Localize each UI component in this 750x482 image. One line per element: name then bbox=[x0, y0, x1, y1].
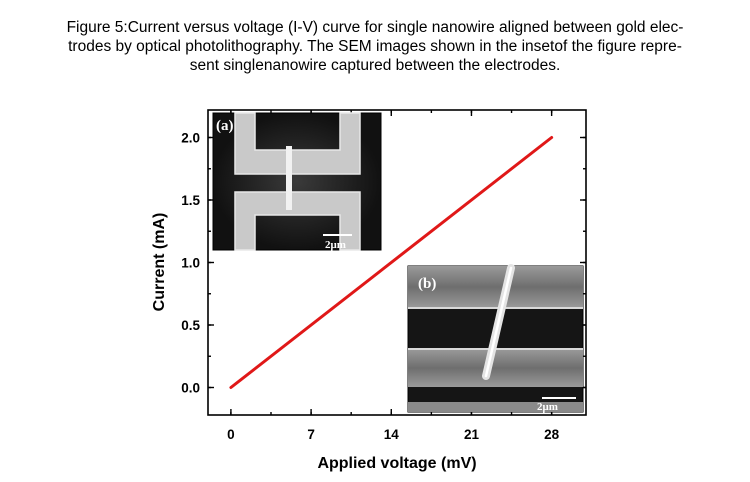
series-line bbox=[229, 136, 554, 389]
x-tick-labels: 0 7 14 21 28 bbox=[227, 427, 559, 442]
caption-line-3: sent singlenanowire captured between the… bbox=[189, 57, 561, 74]
sem-inset-a: (a) 2μm bbox=[212, 112, 382, 251]
x-axis-title: Applied voltage (mV) bbox=[317, 455, 476, 472]
x-tick-label-4: 28 bbox=[544, 427, 560, 442]
axis-ticks bbox=[208, 110, 586, 415]
y-tick-labels: 0.0 0.5 1.0 1.5 2.0 bbox=[181, 131, 200, 396]
caption-line-1: Figure 5:Current versus voltage (I-V) cu… bbox=[66, 19, 684, 36]
y-tick-label-2: 1.0 bbox=[181, 256, 200, 271]
x-tick-label-0: 0 bbox=[227, 427, 235, 442]
y-tick-label-1: 0.5 bbox=[181, 318, 200, 333]
figure-caption: Figure 5:Current versus voltage (I-V) cu… bbox=[10, 18, 740, 75]
inset-a-label: (a) bbox=[216, 118, 234, 134]
inset-b-label: (b) bbox=[418, 276, 436, 292]
y-tick-label-4: 2.0 bbox=[181, 131, 200, 146]
x-tick-label-3: 21 bbox=[464, 427, 480, 442]
y-tick-label-3: 1.5 bbox=[181, 193, 200, 208]
x-tick-label-2: 14 bbox=[384, 427, 400, 442]
y-axis-title: Current (mA) bbox=[151, 213, 168, 312]
sem-inset-b: (b) 2μm bbox=[407, 264, 584, 413]
inset-b-scale-label: 2μm bbox=[537, 401, 558, 413]
caption-line-2: trodes by optical photolithography. The … bbox=[68, 38, 682, 55]
x-tick-label-1: 7 bbox=[307, 427, 315, 442]
inset-a-scale-label: 2μm bbox=[325, 239, 346, 251]
y-tick-label-0: 0.0 bbox=[181, 381, 200, 396]
